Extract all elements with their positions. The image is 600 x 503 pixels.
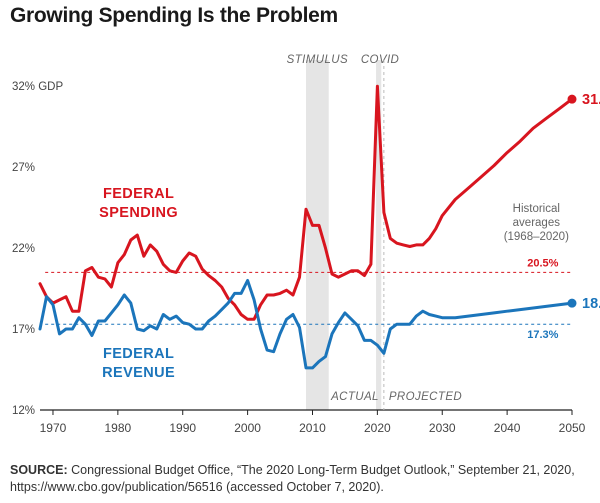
shaded-period-label-stimulus: STIMULUS bbox=[287, 54, 348, 66]
chart-title: Growing Spending Is the Problem bbox=[10, 4, 338, 27]
averages-note-line: (1968–2020) bbox=[504, 231, 569, 243]
x-tick-label: 2020 bbox=[364, 421, 391, 435]
projected-label: PROJECTED bbox=[389, 391, 462, 403]
x-tick-label: 2030 bbox=[429, 421, 456, 435]
series-end-label-revenue: 18.6% bbox=[582, 296, 600, 312]
y-tick-label: 17% bbox=[12, 324, 35, 336]
series-end-point-spending bbox=[567, 94, 577, 104]
source-label: SOURCE: bbox=[10, 463, 68, 477]
x-tick-label: 1990 bbox=[169, 421, 196, 435]
actual-label: ACTUAL bbox=[330, 391, 379, 403]
series-line-spending bbox=[38, 84, 574, 321]
shaded-period-stimulus bbox=[306, 60, 329, 410]
y-tick-label: 32% GDP bbox=[12, 81, 63, 93]
y-tick-label: 27% bbox=[12, 162, 35, 174]
reference-label-revenue-average: 17.3% bbox=[527, 329, 558, 341]
series-label-revenue-line1: FEDERAL bbox=[103, 346, 174, 362]
source-line-1: SOURCE: Congressional Budget Office, “Th… bbox=[10, 462, 590, 479]
x-tick-label: 1970 bbox=[40, 421, 67, 435]
source-note: SOURCE: Congressional Budget Office, “Th… bbox=[10, 462, 590, 496]
source-citation: Congressional Budget Office, “The 2020 L… bbox=[71, 463, 575, 477]
x-tick-label: 1980 bbox=[105, 421, 132, 435]
series-end-point-revenue bbox=[567, 298, 577, 308]
y-tick-label: 22% bbox=[12, 243, 35, 255]
averages-note-line: averages bbox=[513, 217, 561, 229]
x-tick-label: 2000 bbox=[234, 421, 261, 435]
source-line-2: https://www.cbo.gov/publication/56516 (a… bbox=[10, 480, 384, 494]
x-tick-label: 2040 bbox=[494, 421, 521, 435]
reference-label-spending-average: 20.5% bbox=[527, 257, 558, 269]
series-line-revenue bbox=[38, 279, 574, 370]
series-label-spending-line2: SPENDING bbox=[99, 205, 178, 221]
series-label-spending-line1: FEDERAL bbox=[103, 186, 174, 202]
averages-note-line: Historical bbox=[513, 203, 560, 215]
x-tick-label: 2010 bbox=[299, 421, 326, 435]
shaded-period-covid bbox=[376, 60, 382, 410]
series-end-label-spending: 31.2% bbox=[582, 92, 600, 108]
series-label-revenue-line2: REVENUE bbox=[102, 365, 175, 381]
x-tick-label: 2050 bbox=[559, 421, 586, 435]
y-tick-label: 12% bbox=[12, 405, 35, 417]
shaded-period-label-covid: COVID bbox=[361, 54, 399, 66]
